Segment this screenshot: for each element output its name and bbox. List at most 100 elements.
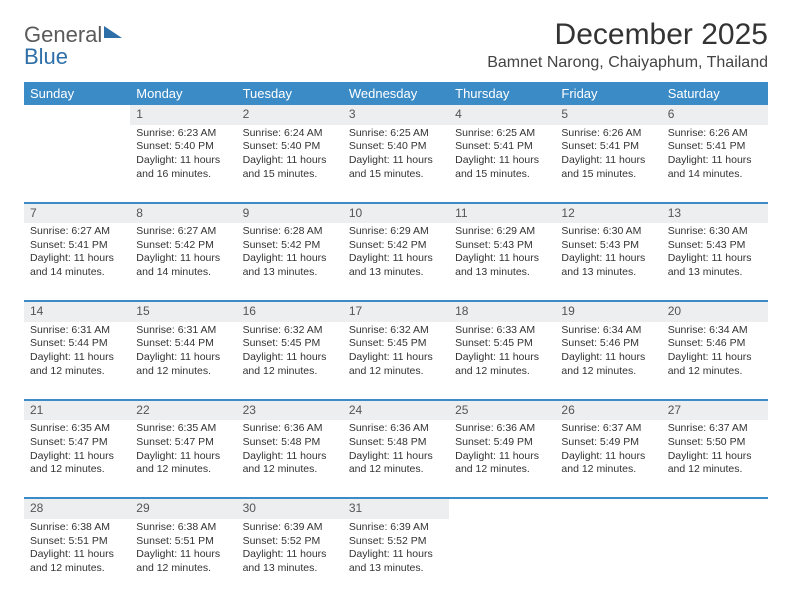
day-details: Sunrise: 6:25 AMSunset: 5:41 PMDaylight:… — [449, 125, 555, 203]
sunset-text: Sunset: 5:44 PM — [30, 337, 124, 351]
day-number: 10 — [343, 203, 449, 224]
day-details: Sunrise: 6:36 AMSunset: 5:49 PMDaylight:… — [449, 420, 555, 498]
sunrise-text: Sunrise: 6:32 AM — [243, 324, 337, 338]
day-details: Sunrise: 6:32 AMSunset: 5:45 PMDaylight:… — [237, 322, 343, 400]
sunrise-text: Sunrise: 6:25 AM — [455, 127, 549, 141]
sunrise-text: Sunrise: 6:25 AM — [349, 127, 443, 141]
sunset-text: Sunset: 5:42 PM — [349, 239, 443, 253]
sunset-text: Sunset: 5:51 PM — [30, 535, 124, 549]
day-details: Sunrise: 6:28 AMSunset: 5:42 PMDaylight:… — [237, 223, 343, 301]
daylight-text: Daylight: 11 hours and 12 minutes. — [30, 450, 124, 477]
day-details: Sunrise: 6:27 AMSunset: 5:42 PMDaylight:… — [130, 223, 236, 301]
sunset-text: Sunset: 5:43 PM — [561, 239, 655, 253]
sunset-text: Sunset: 5:42 PM — [243, 239, 337, 253]
day-number: 17 — [343, 301, 449, 322]
daylight-text: Daylight: 11 hours and 14 minutes. — [30, 252, 124, 279]
sunset-text: Sunset: 5:41 PM — [30, 239, 124, 253]
daylight-text: Daylight: 11 hours and 12 minutes. — [349, 450, 443, 477]
daylight-text: Daylight: 11 hours and 13 minutes. — [349, 252, 443, 279]
sunset-text: Sunset: 5:52 PM — [349, 535, 443, 549]
day-number: 20 — [662, 301, 768, 322]
daylight-text: Daylight: 11 hours and 12 minutes. — [30, 548, 124, 575]
daylight-text: Daylight: 11 hours and 15 minutes. — [561, 154, 655, 181]
daynum-row: 21222324252627 — [24, 400, 768, 421]
day-details — [662, 519, 768, 597]
sunrise-text: Sunrise: 6:30 AM — [561, 225, 655, 239]
sunset-text: Sunset: 5:41 PM — [455, 140, 549, 154]
day-details: Sunrise: 6:33 AMSunset: 5:45 PMDaylight:… — [449, 322, 555, 400]
month-title: December 2025 — [487, 18, 768, 52]
sunset-text: Sunset: 5:52 PM — [243, 535, 337, 549]
day-number: 1 — [130, 105, 236, 125]
sunset-text: Sunset: 5:47 PM — [30, 436, 124, 450]
daylight-text: Daylight: 11 hours and 14 minutes. — [136, 252, 230, 279]
day-number: 6 — [662, 105, 768, 125]
daynum-row: 123456 — [24, 105, 768, 125]
brand-logo: GeneralBlue — [24, 24, 122, 68]
sunset-text: Sunset: 5:49 PM — [455, 436, 549, 450]
day-number: 26 — [555, 400, 661, 421]
day-number: 29 — [130, 498, 236, 519]
sunrise-text: Sunrise: 6:38 AM — [136, 521, 230, 535]
sunrise-text: Sunrise: 6:36 AM — [243, 422, 337, 436]
day-number: 30 — [237, 498, 343, 519]
day-number: 18 — [449, 301, 555, 322]
daylight-text: Daylight: 11 hours and 12 minutes. — [243, 450, 337, 477]
daylight-text: Daylight: 11 hours and 16 minutes. — [136, 154, 230, 181]
day-details — [449, 519, 555, 597]
detail-row: Sunrise: 6:31 AMSunset: 5:44 PMDaylight:… — [24, 322, 768, 400]
sunrise-text: Sunrise: 6:31 AM — [136, 324, 230, 338]
day-number: 2 — [237, 105, 343, 125]
day-details: Sunrise: 6:37 AMSunset: 5:50 PMDaylight:… — [662, 420, 768, 498]
sunset-text: Sunset: 5:40 PM — [243, 140, 337, 154]
day-details: Sunrise: 6:24 AMSunset: 5:40 PMDaylight:… — [237, 125, 343, 203]
day-details: Sunrise: 6:37 AMSunset: 5:49 PMDaylight:… — [555, 420, 661, 498]
sunrise-text: Sunrise: 6:33 AM — [455, 324, 549, 338]
daylight-text: Daylight: 11 hours and 13 minutes. — [455, 252, 549, 279]
day-details: Sunrise: 6:31 AMSunset: 5:44 PMDaylight:… — [24, 322, 130, 400]
sunset-text: Sunset: 5:45 PM — [455, 337, 549, 351]
day-details: Sunrise: 6:34 AMSunset: 5:46 PMDaylight:… — [662, 322, 768, 400]
day-details: Sunrise: 6:34 AMSunset: 5:46 PMDaylight:… — [555, 322, 661, 400]
weekday-header: Friday — [555, 82, 661, 105]
day-number: 19 — [555, 301, 661, 322]
sunset-text: Sunset: 5:43 PM — [455, 239, 549, 253]
sunrise-text: Sunrise: 6:34 AM — [668, 324, 762, 338]
detail-row: Sunrise: 6:38 AMSunset: 5:51 PMDaylight:… — [24, 519, 768, 597]
day-number — [555, 498, 661, 519]
day-number: 21 — [24, 400, 130, 421]
day-details: Sunrise: 6:26 AMSunset: 5:41 PMDaylight:… — [555, 125, 661, 203]
calendar-table: Sunday Monday Tuesday Wednesday Thursday… — [24, 82, 768, 597]
day-number: 7 — [24, 203, 130, 224]
sunset-text: Sunset: 5:47 PM — [136, 436, 230, 450]
day-details: Sunrise: 6:36 AMSunset: 5:48 PMDaylight:… — [237, 420, 343, 498]
day-details — [24, 125, 130, 203]
day-number — [449, 498, 555, 519]
sunrise-text: Sunrise: 6:27 AM — [136, 225, 230, 239]
daylight-text: Daylight: 11 hours and 12 minutes. — [243, 351, 337, 378]
sunrise-text: Sunrise: 6:32 AM — [349, 324, 443, 338]
sunset-text: Sunset: 5:44 PM — [136, 337, 230, 351]
calendar-body: 123456Sunrise: 6:23 AMSunset: 5:40 PMDay… — [24, 105, 768, 597]
sunset-text: Sunset: 5:40 PM — [349, 140, 443, 154]
daylight-text: Daylight: 11 hours and 12 minutes. — [668, 351, 762, 378]
day-number: 22 — [130, 400, 236, 421]
day-number: 12 — [555, 203, 661, 224]
sunrise-text: Sunrise: 6:35 AM — [136, 422, 230, 436]
daylight-text: Daylight: 11 hours and 13 minutes. — [349, 548, 443, 575]
sunset-text: Sunset: 5:46 PM — [561, 337, 655, 351]
daylight-text: Daylight: 11 hours and 12 minutes. — [455, 450, 549, 477]
day-number: 28 — [24, 498, 130, 519]
day-details: Sunrise: 6:35 AMSunset: 5:47 PMDaylight:… — [130, 420, 236, 498]
daynum-row: 14151617181920 — [24, 301, 768, 322]
sunset-text: Sunset: 5:41 PM — [561, 140, 655, 154]
day-number: 8 — [130, 203, 236, 224]
day-details: Sunrise: 6:30 AMSunset: 5:43 PMDaylight:… — [662, 223, 768, 301]
day-details: Sunrise: 6:32 AMSunset: 5:45 PMDaylight:… — [343, 322, 449, 400]
daynum-row: 78910111213 — [24, 203, 768, 224]
flag-icon — [104, 26, 122, 38]
weekday-header: Thursday — [449, 82, 555, 105]
sunset-text: Sunset: 5:48 PM — [243, 436, 337, 450]
sunset-text: Sunset: 5:40 PM — [136, 140, 230, 154]
day-details: Sunrise: 6:25 AMSunset: 5:40 PMDaylight:… — [343, 125, 449, 203]
